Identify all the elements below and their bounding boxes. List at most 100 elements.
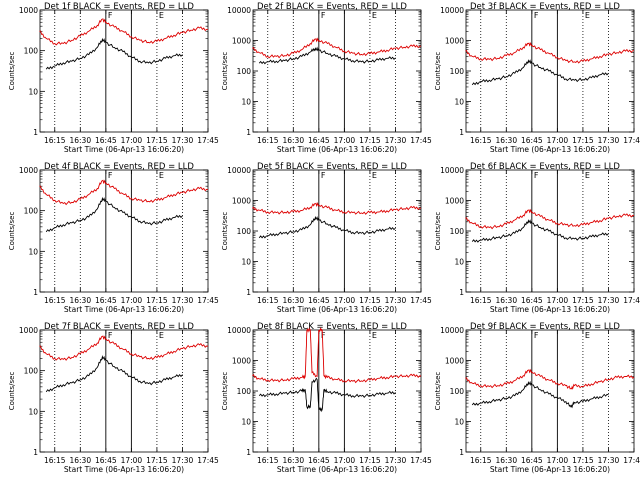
x-tick-label: 17:45 (623, 136, 640, 145)
y-tick-label: 1 (246, 128, 251, 137)
chart-title: Det 1f BLACK = Events, RED = LLD (44, 2, 194, 12)
y-tick-label: 10000 (440, 6, 464, 15)
y-tick-label: 1000 (232, 197, 251, 206)
y-tick-label: 10 (241, 98, 251, 107)
y-tick-label: 10000 (440, 166, 464, 175)
x-tick-label: 17:30 (172, 136, 194, 145)
y-tick-label: 10 (454, 258, 464, 267)
x-tick-label: 17:15 (146, 456, 168, 465)
y-tick-label: 10000 (227, 6, 251, 15)
x-tick-label: 17:45 (623, 296, 640, 305)
x-tick-label: 17:00 (547, 456, 569, 465)
y-tick-label: 10 (241, 418, 251, 427)
y-tick-label: 10 (28, 87, 38, 96)
plot-frame (39, 9, 209, 133)
x-tick-label: 17:00 (121, 456, 143, 465)
x-tick-label: 16:15 (470, 296, 492, 305)
x-tick-label: 17:15 (146, 136, 168, 145)
x-axis-label: Start Time (06-Apr-13 16:06:20) (277, 145, 397, 154)
x-tick-label: 16:45 (95, 456, 117, 465)
marker-letter: F (534, 11, 539, 20)
y-tick-label: 10000 (440, 326, 464, 335)
y-tick-label: 1 (459, 128, 464, 137)
marker-letter: F (321, 11, 326, 20)
series-line-events (258, 377, 396, 413)
x-tick-label: 17:00 (334, 136, 356, 145)
series-line-lld (252, 37, 421, 59)
marker-letter: E (585, 331, 590, 340)
y-axis-label: Counts/sec (434, 212, 442, 251)
x-tick-label: 17:00 (547, 136, 569, 145)
y-tick-label: 1 (246, 448, 251, 457)
series-line-lld (465, 208, 635, 230)
x-axis-label: Start Time (06-Apr-13 16:06:20) (277, 305, 397, 314)
x-tick-label: 17:15 (146, 296, 168, 305)
y-axis-label: Counts/sec (221, 372, 229, 411)
x-axis-label: Start Time (06-Apr-13 16:06:20) (277, 465, 397, 474)
y-tick-label: 100 (24, 47, 39, 56)
x-tick-label: 17:30 (385, 136, 407, 145)
series-line-lld (465, 368, 635, 390)
x-tick-label: 17:15 (359, 136, 381, 145)
y-tick-label: 10 (241, 258, 251, 267)
x-tick-label: 17:00 (334, 456, 356, 465)
marker-letter: F (534, 331, 539, 340)
x-tick-label: 17:15 (572, 456, 594, 465)
series-line-events (258, 215, 396, 239)
series-line-lld (39, 179, 209, 206)
marker-letter: E (159, 11, 164, 20)
x-tick-label: 16:45 (308, 136, 330, 145)
x-tick-label: 16:15 (44, 456, 66, 465)
marker-letter: E (372, 171, 377, 180)
x-tick-label: 16:45 (95, 136, 117, 145)
x-tick-label: 17:45 (410, 136, 432, 145)
x-tick-label: 16:30 (495, 136, 517, 145)
x-tick-label: 16:15 (44, 136, 66, 145)
series-line-lld (39, 18, 209, 46)
y-tick-label: 10000 (227, 326, 251, 335)
series-line-lld (465, 41, 634, 64)
series-line-events (471, 380, 609, 409)
chart-title: Det 3f BLACK = Events, RED = LLD (470, 2, 620, 12)
marker-letter: E (585, 11, 590, 20)
y-tick-label: 100 (237, 67, 252, 76)
chart-title: Det 8f BLACK = Events, RED = LLD (257, 322, 407, 332)
x-tick-label: 17:30 (385, 296, 407, 305)
y-tick-label: 1 (33, 448, 38, 457)
x-tick-label: 16:30 (69, 456, 91, 465)
y-tick-label: 10 (28, 247, 38, 256)
y-tick-label: 100 (450, 387, 465, 396)
marker-letter: F (321, 171, 326, 180)
y-axis-label: Counts/sec (434, 372, 442, 411)
x-tick-label: 17:45 (410, 456, 432, 465)
series-line-events (45, 355, 183, 393)
y-tick-label: 1000 (445, 197, 464, 206)
plot-frame (39, 329, 209, 453)
x-tick-label: 16:15 (257, 456, 279, 465)
y-tick-label: 1 (33, 128, 38, 137)
y-tick-label: 10000 (227, 166, 251, 175)
marker-letter: F (108, 171, 113, 180)
marker-letter: E (159, 331, 164, 340)
x-tick-label: 17:15 (359, 456, 381, 465)
x-tick-label: 16:45 (521, 456, 543, 465)
y-tick-label: 100 (450, 227, 465, 236)
x-tick-label: 16:15 (257, 296, 279, 305)
marker-letter: E (372, 331, 377, 340)
y-tick-label: 1 (33, 288, 38, 297)
y-tick-label: 100 (24, 367, 39, 376)
x-tick-label: 17:30 (385, 456, 407, 465)
y-tick-label: 1000 (445, 357, 464, 366)
y-tick-label: 1000 (19, 326, 38, 335)
y-tick-label: 10 (454, 98, 464, 107)
y-axis-label: Counts/sec (8, 372, 16, 411)
x-tick-label: 17:30 (598, 136, 620, 145)
x-tick-label: 16:45 (95, 296, 117, 305)
marker-letter: F (108, 331, 113, 340)
x-tick-label: 17:45 (197, 296, 219, 305)
